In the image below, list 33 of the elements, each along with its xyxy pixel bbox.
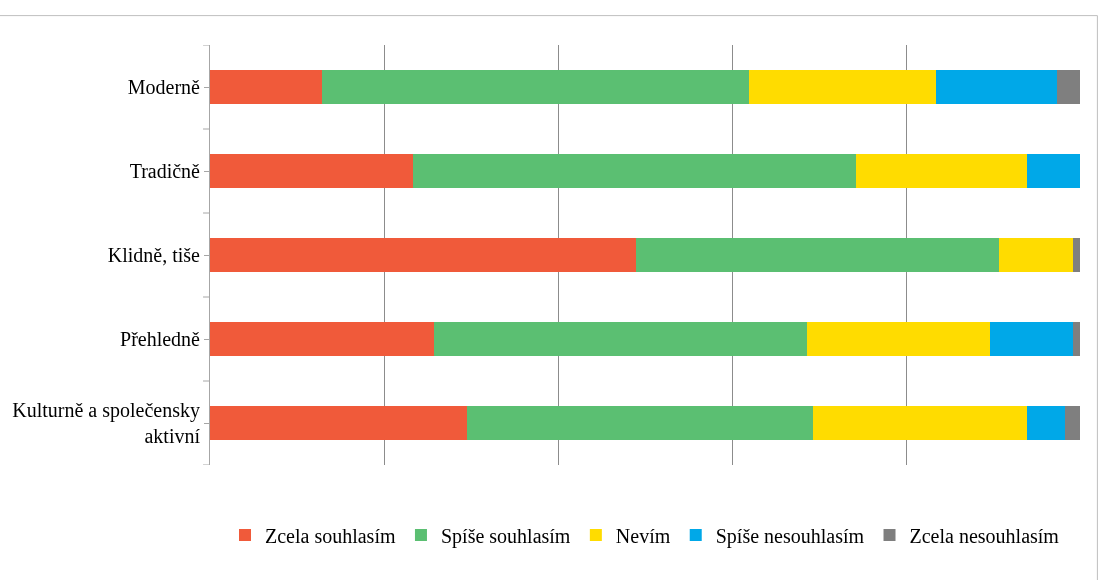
bar [812, 406, 1027, 440]
bar [433, 322, 807, 356]
bar [210, 238, 637, 272]
bar [210, 322, 434, 356]
bar [1073, 322, 1080, 356]
legend-label: Spíše souhlasím [440, 524, 571, 548]
legend-label: Zcela nesouhlasím [909, 524, 1060, 547]
bar [1026, 154, 1080, 188]
legend-label: Spíše nesouhlasím [715, 524, 865, 548]
bar [999, 238, 1074, 272]
y-tick-label: Přehledně [120, 328, 201, 350]
legend-label: Nevím [615, 524, 671, 547]
bar [210, 406, 467, 440]
bar [412, 154, 857, 188]
bar [210, 154, 413, 188]
bar [210, 70, 323, 104]
y-tick-label: Klidně, tiše [107, 244, 201, 266]
bar [636, 238, 1000, 272]
bar [748, 70, 936, 104]
bar [1065, 406, 1080, 440]
bar [1026, 406, 1066, 440]
bar [466, 406, 813, 440]
bar [856, 154, 1027, 188]
y-tick-label: Kulturně a společensky aktivní [12, 399, 201, 447]
bar [1057, 70, 1080, 104]
bar [989, 322, 1074, 356]
bar [1073, 238, 1080, 272]
y-tick-label: Tradičně [129, 160, 201, 182]
legend-label: Zcela souhlasím [265, 524, 396, 547]
bar [935, 70, 1058, 104]
bar [806, 322, 990, 356]
bar [322, 70, 749, 104]
y-tick-label: Moderně [127, 76, 201, 98]
